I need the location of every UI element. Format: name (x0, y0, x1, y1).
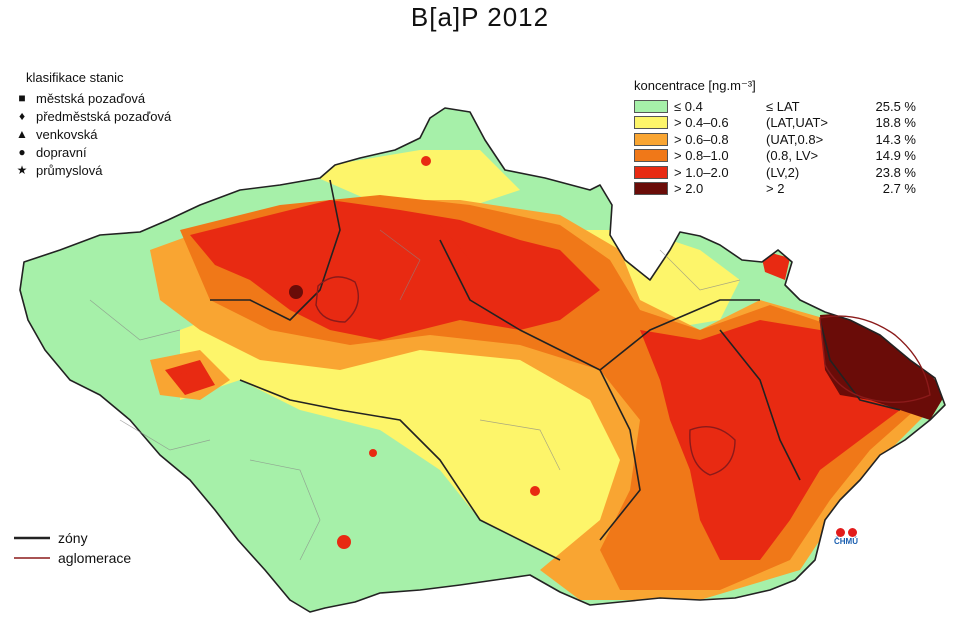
concentration-class-row: > 0.4–0.6 (LAT,UAT> 18.8 % (634, 115, 924, 132)
station-label: dopravní (36, 144, 87, 160)
class-limit: > 2 (766, 181, 785, 197)
class-range: > 1.0–2.0 (674, 164, 729, 180)
map-title: B[a]P 2012 (410, 2, 550, 32)
station-item: ★ průmyslová (14, 161, 171, 179)
agglomeration-label: aglomerace (58, 550, 132, 566)
chmu-logo: ČHMÚ (826, 528, 866, 546)
class-range: > 0.6–0.8 (674, 131, 729, 147)
agglomeration-line-icon (14, 557, 50, 559)
class-percent: 2.7 % (882, 181, 916, 197)
station-label: venkovská (36, 126, 98, 142)
zones-label: zóny (58, 530, 88, 546)
boundary-legend: zóny aglomerace (14, 528, 131, 568)
color-swatch (634, 182, 668, 196)
color-swatch (634, 149, 668, 163)
circle-icon: ● (18, 145, 26, 159)
color-swatch (634, 132, 668, 146)
station-label: městská pozaďová (36, 90, 146, 106)
zones-line-icon (14, 536, 50, 540)
zones-legend-item: zóny (14, 528, 131, 548)
agglomeration-legend-item: aglomerace (14, 548, 131, 568)
class-percent: 25.5 % (875, 98, 916, 114)
class-limit: ≤ LAT (766, 98, 800, 114)
color-swatch (634, 165, 668, 179)
concentration-legend-heading: koncentrace [ng.m⁻³] (634, 78, 756, 93)
class-limit: (UAT,0.8> (766, 131, 824, 147)
concentration-class-row: > 0.6–0.8 (UAT,0.8> 14.3 % (634, 131, 924, 148)
station-item: ■ městská pozaďová (14, 89, 171, 107)
class-limit: (LAT,UAT> (766, 115, 829, 131)
class-percent: 14.3 % (875, 131, 916, 147)
class-range: > 0.8–1.0 (674, 148, 729, 164)
class-percent: 14.9 % (875, 148, 916, 164)
class-percent: 18.8 % (875, 115, 916, 131)
concentration-class-row: > 0.8–1.0 (0.8, LV> 14.9 % (634, 148, 924, 165)
station-label: průmyslová (36, 162, 103, 178)
class-limit: (LV,2) (766, 164, 800, 180)
station-item: ▲ venkovská (14, 125, 171, 143)
square-icon: ■ (18, 91, 26, 105)
concentration-class-row: > 1.0–2.0 (LV,2) 23.8 % (634, 164, 924, 181)
station-item: ♦ předměstská pozaďová (14, 107, 171, 125)
concentration-class-row: > 2.0 > 2 2.7 % (634, 181, 924, 198)
station-legend: klasifikace stanic ■ městská pozaďová ♦ … (14, 70, 171, 179)
chmu-logo-text: ČHMÚ (834, 537, 858, 546)
color-swatch (634, 116, 668, 130)
class-percent: 23.8 % (875, 164, 916, 180)
class-range: > 2.0 (674, 181, 704, 197)
concentration-class-row: ≤ 0.4 ≤ LAT 25.5 % (634, 98, 924, 115)
concentration-legend: koncentrace [ng.m⁻³] ≤ 0.4 ≤ LAT 25.5 % > 0… (634, 78, 924, 197)
class-range: > 0.4–0.6 (674, 115, 729, 131)
station-label: předměstská pozaďová (36, 108, 172, 124)
station-item: ● dopravní (14, 143, 171, 161)
star-icon: ★ (16, 163, 28, 177)
triangle-icon: ▲ (16, 127, 28, 141)
class-range: ≤ 0.4 (674, 98, 703, 114)
class-limit: (0.8, LV> (766, 148, 819, 164)
color-swatch (634, 99, 668, 113)
station-legend-heading: klasifikace stanic (26, 70, 124, 85)
diamond-icon: ♦ (18, 109, 26, 123)
